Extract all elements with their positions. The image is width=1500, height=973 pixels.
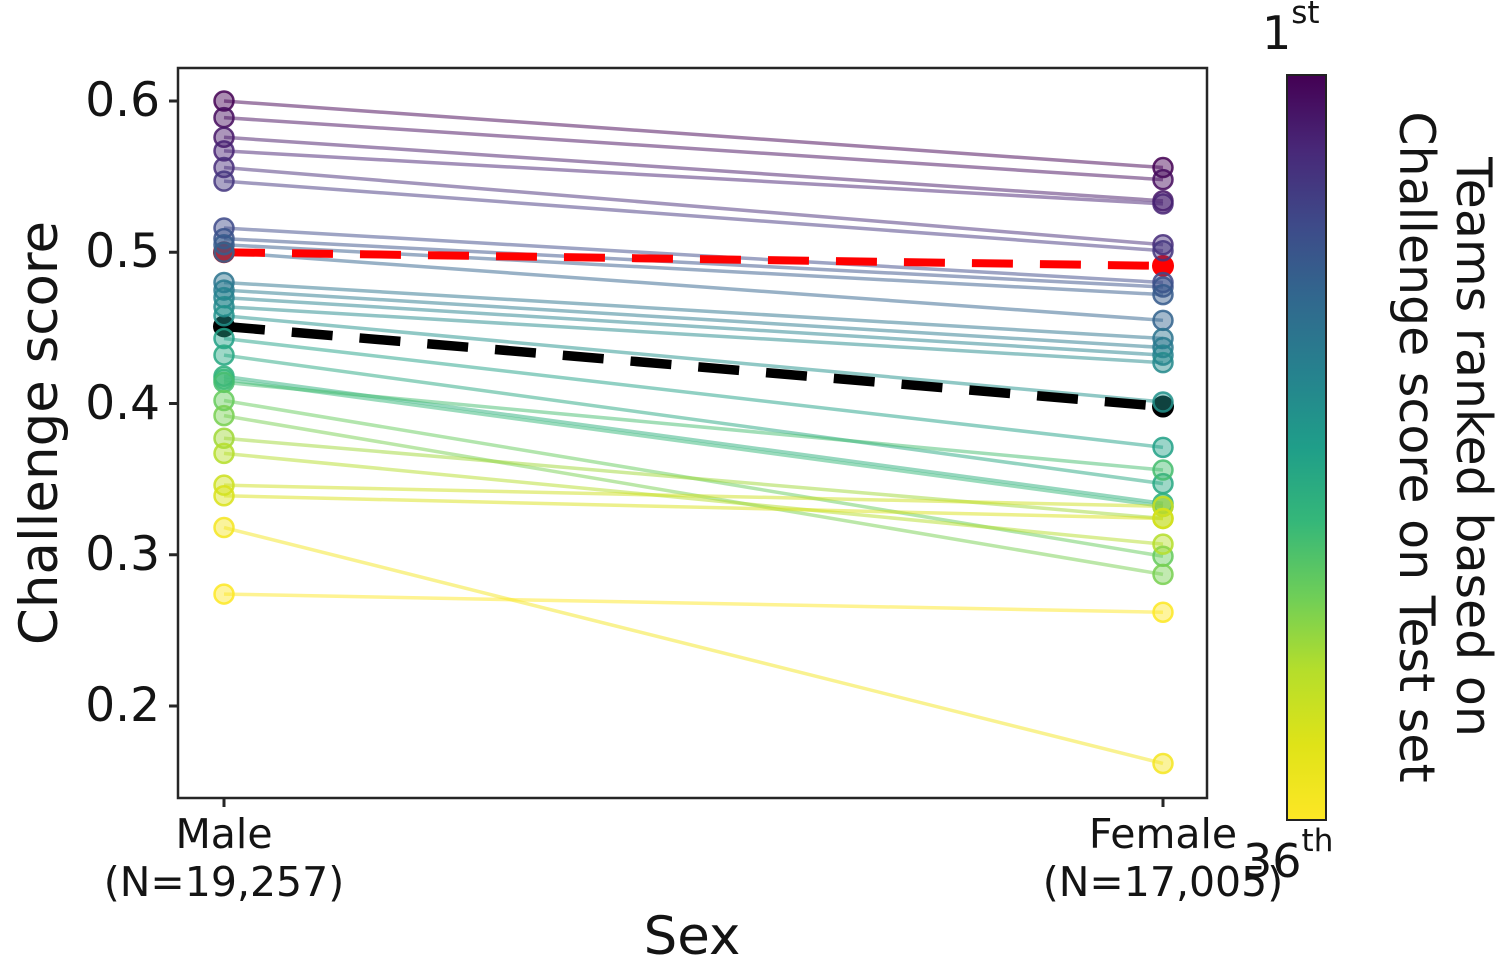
colorbar-bottom-rank-suffix: th: [1301, 823, 1334, 859]
team-marker-male: [213, 271, 235, 294]
team-marker-female: [1152, 336, 1174, 359]
team-marker-male: [213, 305, 235, 327]
colorbar-top-rank: 1st: [1262, 0, 1320, 60]
x-category-male-count: (N=19,257): [103, 858, 345, 906]
team-marker-male: [213, 233, 235, 256]
team-marker-female: [1152, 283, 1174, 306]
colorbar-bottom-rank-number: 36: [1243, 834, 1302, 888]
team-marker-female: [1152, 276, 1174, 298]
team-line: [223, 483, 1164, 509]
black-dashed-summary-female-endpoint: [1152, 395, 1174, 418]
team-marker-female: [1152, 391, 1174, 413]
team-line: [223, 99, 1164, 170]
colorbar-title-line1: Teams ranked based on: [1445, 157, 1500, 737]
x-axis-title: Sex: [643, 906, 741, 967]
colorbar-top-rank-suffix: st: [1291, 0, 1320, 31]
x-category-female: Female (N=17,005): [983, 810, 1343, 906]
team-line: [223, 115, 1164, 182]
team-line: [223, 525, 1164, 766]
x-category-female-count: (N=17,005): [1042, 858, 1284, 906]
y-tick-label: 0.2: [85, 678, 160, 733]
team-marker-female: [1152, 459, 1174, 481]
team-marker-male: [213, 485, 235, 507]
team-line: [223, 280, 1164, 341]
team-line: [223, 179, 1164, 253]
team-marker-male: [213, 279, 235, 301]
y-tick-label: 0.6: [85, 73, 160, 128]
team-marker-male: [213, 442, 235, 465]
team-line: [223, 494, 1164, 521]
x-category-female-name: Female: [1088, 810, 1238, 858]
team-line: [223, 436, 1164, 521]
team-marker-female: [1152, 344, 1174, 366]
axes-frame: [176, 66, 1209, 800]
team-line: [223, 380, 1164, 472]
team-line: [223, 295, 1164, 357]
y-tick-label: 0.5: [85, 224, 160, 279]
team-marker-male: [213, 583, 235, 605]
team-marker-male: [213, 371, 235, 394]
team-line: [223, 135, 1164, 203]
team-line: [223, 149, 1164, 206]
team-line: [223, 377, 1164, 509]
y-tick-label: 0.4: [85, 376, 160, 431]
team-line: [223, 353, 1164, 486]
colorbar-top-rank-number: 1: [1262, 6, 1292, 60]
team-line: [223, 304, 1164, 365]
red-dashed-summary-female-endpoint: [1152, 254, 1174, 277]
team-marker-male: [213, 327, 235, 350]
team-line: [223, 226, 1164, 285]
team-marker-male: [213, 516, 235, 539]
colorbar: [1286, 74, 1327, 821]
team-line: [223, 165, 1164, 247]
x-category-male: Male (N=19,257): [44, 810, 404, 906]
team-marker-male: [213, 106, 235, 129]
team-marker-female: [1152, 601, 1174, 623]
team-marker-female: [1152, 351, 1174, 374]
red-dashed-summary: [223, 248, 1164, 270]
team-line: [223, 314, 1164, 404]
team-marker-male: [213, 241, 235, 263]
colorbar-bottom-rank: 36th: [1243, 826, 1333, 889]
team-line: [223, 451, 1164, 546]
team-line: [223, 288, 1164, 350]
y-axis-title: Challenge score: [9, 220, 70, 646]
team-marker-male: [213, 427, 235, 450]
team-line: [223, 336, 1164, 450]
team-marker-female: [1152, 533, 1174, 555]
team-line: [223, 592, 1164, 614]
team-marker-female: [1152, 436, 1174, 459]
team-marker-male: [213, 404, 235, 427]
team-marker-female: [1152, 309, 1174, 332]
team-marker-female: [1152, 507, 1174, 530]
team-marker-female: [1152, 563, 1174, 586]
team-marker-male: [213, 389, 235, 412]
team-marker-female: [1152, 233, 1174, 256]
team-marker-female: [1152, 239, 1174, 262]
x-category-male-name: Male: [175, 810, 273, 858]
team-marker-female: [1152, 193, 1174, 215]
team-line: [223, 250, 1164, 323]
team-marker-female: [1152, 752, 1174, 775]
team-marker-male: [213, 90, 235, 112]
colorbar-title: Teams ranked based on Challenge score on…: [1388, 37, 1500, 857]
team-marker-male: [213, 170, 235, 192]
black-dashed-summary: [223, 321, 1164, 412]
team-marker-female: [1152, 168, 1174, 191]
team-marker-male: [213, 140, 235, 162]
team-line: [223, 236, 1164, 289]
team-marker-male: [213, 344, 235, 366]
colorbar-title-line2: Challenge score on Test set: [1388, 111, 1445, 783]
y-tick-label: 0.3: [85, 527, 160, 582]
